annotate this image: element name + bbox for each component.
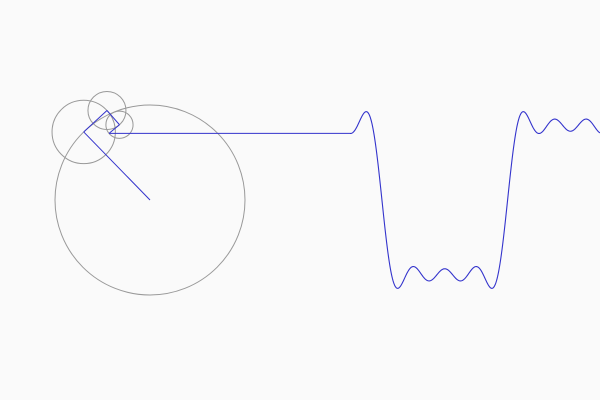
epicycle-arm-7 <box>108 124 120 134</box>
epicycle-arm-1 <box>83 131 151 201</box>
square-wave-trace <box>349 111 600 289</box>
epicycle-circle-3 <box>51 99 116 165</box>
epicycle-arms <box>83 110 151 201</box>
epicycle-arm-3 <box>83 110 108 133</box>
epicycle-circle-1 <box>54 104 246 296</box>
epicycle-arm-5 <box>106 110 120 126</box>
epicycle-circle-7 <box>105 110 134 139</box>
epicycle-circles <box>51 90 246 296</box>
